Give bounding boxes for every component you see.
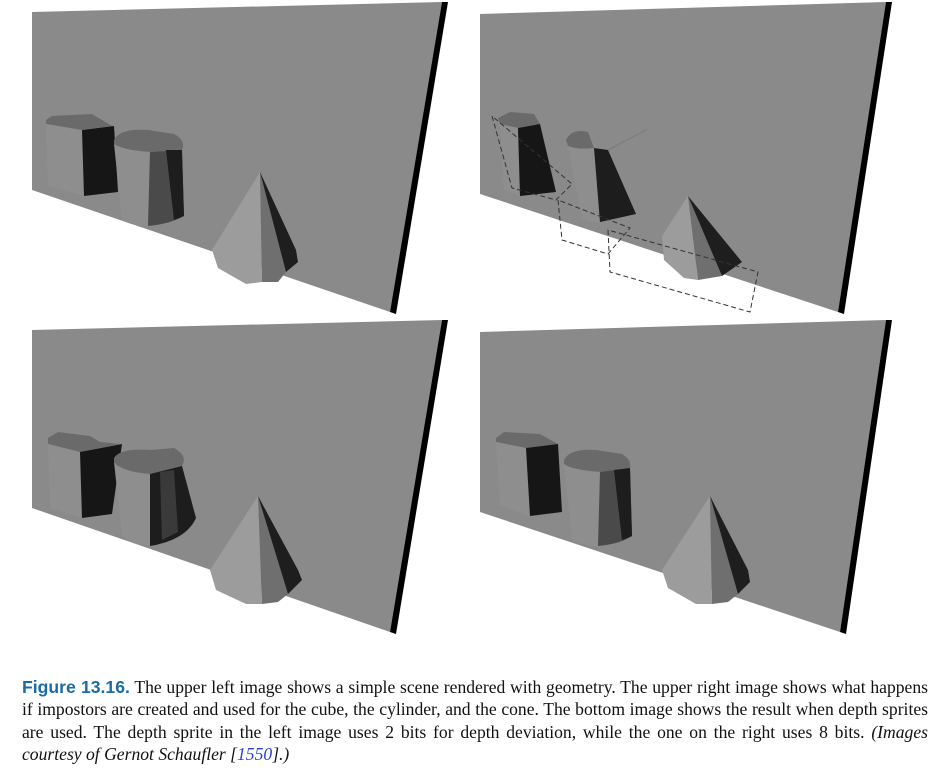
panel-lower-right: [460, 318, 906, 636]
credit-suffix: ].): [272, 744, 290, 765]
wall-edge: [838, 2, 892, 314]
scene-depth-sprites-2bit: [32, 320, 448, 634]
panel-upper-left: [10, 0, 456, 318]
cylinder: [114, 448, 196, 546]
cone: [662, 496, 750, 604]
cylinder: [114, 129, 184, 226]
wall: [480, 2, 886, 312]
panel-upper-right: [460, 0, 906, 318]
cube: [48, 432, 122, 518]
wall-edge: [390, 2, 448, 314]
cube-frame: [491, 114, 573, 201]
citation-link[interactable]: 1550: [237, 744, 273, 765]
wall: [32, 2, 442, 312]
wall-edge: [390, 320, 448, 634]
cube: [496, 432, 562, 516]
scene-impostors: [480, 2, 892, 314]
scene-depth-sprites-8bit: [480, 320, 892, 634]
cube-impostor: [498, 112, 556, 196]
image-credit: (Images courtesy of Gernot Schaufler [15…: [22, 722, 928, 765]
cylinder-frame: [557, 199, 631, 255]
cone-impostor: [662, 196, 742, 280]
impostor-frames: [491, 114, 759, 313]
cylinder-impostor: [566, 129, 647, 223]
wall: [32, 320, 442, 632]
cube: [46, 114, 118, 196]
caption-text: The upper left image shows a simple scen…: [22, 676, 928, 742]
scene-geometry: [32, 2, 448, 314]
wall: [480, 320, 886, 632]
panel-lower-left: [10, 318, 456, 636]
cylinder: [564, 449, 632, 546]
wall-edge: [840, 320, 892, 634]
cone: [212, 172, 298, 284]
credit-prefix: (Images courtesy of Gernot Schaufler [: [22, 721, 929, 765]
cone: [210, 496, 302, 604]
figure-label: Figure 13.16.: [22, 676, 130, 697]
cone-frame: [607, 229, 759, 313]
figure-caption: Figure 13.16. The upper left image shows…: [22, 676, 928, 766]
